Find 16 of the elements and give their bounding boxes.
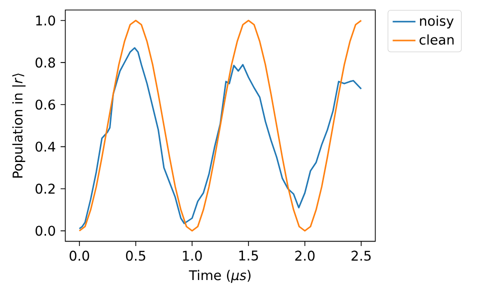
y-tick-label: 0.6	[36, 100, 56, 110]
x-tick-label: 2.5	[352, 250, 371, 261]
x-tick-label: 2.0	[295, 250, 315, 261]
x-axis-title: Time (μs)	[188, 270, 251, 283]
legend-label: clean	[420, 34, 454, 45]
x-tick-label: 0.5	[126, 250, 146, 261]
y-tick-label: 1.0	[36, 15, 56, 26]
y-tick-label: 0.4	[36, 142, 56, 152]
y-tick-label: 0.8	[36, 58, 56, 68]
y-axis-title: Population in |r⟩	[12, 74, 26, 178]
y-tick-label: 0.0	[36, 226, 56, 236]
y-tick-label: 0.2	[36, 184, 55, 194]
x-tick-label: 1.0	[182, 250, 202, 261]
legend-label: noisy	[420, 16, 454, 29]
x-tick-label: 0.0	[70, 250, 90, 261]
x-tick-label: 1.5	[239, 250, 258, 261]
